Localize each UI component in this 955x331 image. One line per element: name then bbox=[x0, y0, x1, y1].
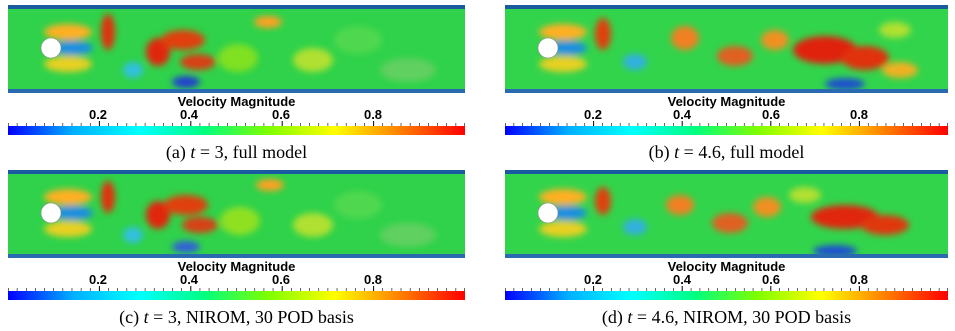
colorbar bbox=[8, 121, 465, 135]
colorbar-tick-label: 0.8 bbox=[849, 272, 869, 287]
colorbar-tick-label: 0.2 bbox=[88, 107, 108, 122]
figure-caption: (b) t = 4.6, full model bbox=[505, 142, 948, 162]
caption-text: , NIROM, 30 POD basis bbox=[176, 307, 354, 327]
figure-caption: (d) t = 4.6, NIROM, 30 POD basis bbox=[505, 307, 948, 327]
caption-time: 4.6 bbox=[698, 142, 721, 162]
colorbar-tick-label: 0.2 bbox=[583, 272, 603, 287]
colorbar-tick-label: 0.4 bbox=[179, 272, 199, 287]
caption-variable: t bbox=[190, 142, 196, 162]
caption-variable: t bbox=[627, 307, 633, 327]
caption-equals: = bbox=[148, 307, 168, 327]
colorbar-tick-label: 0.4 bbox=[672, 272, 692, 287]
figure-panel-d: Velocity Magnitude 0.2 0.4 0.6 0.8 (d) t… bbox=[505, 165, 948, 331]
caption-text: , full model bbox=[720, 142, 805, 162]
colorbar-title: Velocity Magnitude bbox=[667, 94, 786, 109]
caption-equals: = bbox=[195, 142, 215, 162]
caption-equals: = bbox=[679, 142, 699, 162]
caption-label: (d) bbox=[601, 307, 623, 327]
caption-time: 3 bbox=[214, 142, 224, 162]
caption-variable: t bbox=[143, 307, 149, 327]
caption-variable: t bbox=[674, 142, 680, 162]
colorbar-tick-label: 0.6 bbox=[761, 272, 781, 287]
caption-text: , NIROM, 30 POD basis bbox=[674, 307, 852, 327]
colorbar-tick-label: 0.6 bbox=[761, 107, 781, 122]
colorbar-title: Velocity Magnitude bbox=[177, 94, 296, 109]
colorbar-tick-label: 0.6 bbox=[271, 107, 291, 122]
colorbar-tick-label: 0.8 bbox=[849, 107, 869, 122]
flow-field-b bbox=[505, 5, 948, 93]
colorbar-gradient bbox=[505, 291, 948, 300]
colorbar-gradient bbox=[8, 126, 465, 135]
caption-time: 4.6 bbox=[651, 307, 675, 327]
figure-panel-b: Velocity Magnitude 0.2 0.4 0.6 0.8 (b) t… bbox=[505, 0, 948, 166]
figure-panel-a: Velocity Magnitude 0.2 0.4 0.6 0.8 (a) t… bbox=[8, 0, 465, 166]
colorbar-tick-label: 0.6 bbox=[271, 272, 291, 287]
colorbar-tick-label: 0.8 bbox=[363, 272, 383, 287]
colorbar-title: Velocity Magnitude bbox=[667, 259, 786, 274]
caption-text: , full model bbox=[223, 142, 308, 162]
colorbar-tick-label: 0.4 bbox=[179, 107, 199, 122]
colorbar-tick-label: 0.2 bbox=[583, 107, 603, 122]
figure-caption: (c) t = 3, NIROM, 30 POD basis bbox=[8, 307, 465, 327]
colorbar-tick-label: 0.8 bbox=[363, 107, 383, 122]
flow-field-a bbox=[8, 5, 465, 93]
caption-label: (b) bbox=[648, 142, 670, 162]
caption-label: (a) bbox=[165, 142, 186, 162]
colorbar-gradient bbox=[505, 126, 948, 135]
figure-panel-c: Velocity Magnitude 0.2 0.4 0.6 0.8 (c) t… bbox=[8, 165, 465, 331]
caption-time: 3 bbox=[167, 307, 177, 327]
figure-caption: (a) t = 3, full model bbox=[8, 142, 465, 162]
caption-equals: = bbox=[632, 307, 652, 327]
colorbar bbox=[505, 286, 948, 300]
colorbar-gradient bbox=[8, 291, 465, 300]
flow-field-d bbox=[505, 170, 948, 258]
flow-field-c bbox=[8, 170, 465, 258]
colorbar-tick-label: 0.4 bbox=[672, 107, 692, 122]
colorbar bbox=[8, 286, 465, 300]
colorbar-tick-label: 0.2 bbox=[88, 272, 108, 287]
colorbar-title: Velocity Magnitude bbox=[177, 259, 296, 274]
colorbar bbox=[505, 121, 948, 135]
caption-label: (c) bbox=[119, 307, 140, 327]
